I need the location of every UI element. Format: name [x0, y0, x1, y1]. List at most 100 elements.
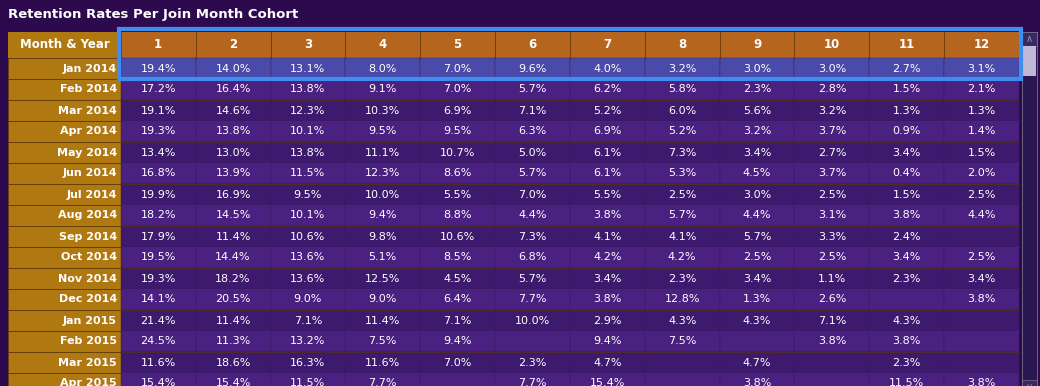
Bar	[420, 289, 495, 310]
Bar	[345, 289, 420, 310]
Text: 3.0%: 3.0%	[743, 190, 771, 200]
Bar	[196, 268, 270, 289]
Text: 4: 4	[379, 39, 387, 51]
Bar	[570, 289, 645, 310]
Text: ∨: ∨	[1025, 382, 1033, 386]
Bar	[570, 373, 645, 386]
Text: 4.0%: 4.0%	[593, 64, 622, 73]
Text: 10.0%: 10.0%	[365, 190, 400, 200]
Text: 14.1%: 14.1%	[140, 295, 176, 305]
Text: 7.5%: 7.5%	[368, 337, 397, 347]
Bar	[270, 205, 345, 226]
Text: 12.3%: 12.3%	[290, 105, 326, 115]
Text: 3.8%: 3.8%	[892, 210, 920, 220]
Text: 17.9%: 17.9%	[140, 232, 176, 242]
Text: 9.1%: 9.1%	[368, 85, 397, 95]
Text: 2.0%: 2.0%	[967, 169, 995, 178]
Text: 1.3%: 1.3%	[743, 295, 771, 305]
Text: 3.4%: 3.4%	[892, 252, 920, 262]
Text: 3.7%: 3.7%	[817, 169, 847, 178]
Text: 9.4%: 9.4%	[443, 337, 472, 347]
Text: Retention Rates Per Join Month Cohort: Retention Rates Per Join Month Cohort	[8, 8, 298, 21]
Text: 11: 11	[899, 39, 915, 51]
Text: 0.4%: 0.4%	[892, 169, 920, 178]
Bar	[720, 184, 795, 205]
Bar	[420, 205, 495, 226]
Text: 4.2%: 4.2%	[593, 252, 622, 262]
Text: 1.4%: 1.4%	[967, 127, 995, 137]
Bar	[795, 100, 869, 121]
Bar	[869, 121, 944, 142]
Bar	[420, 184, 495, 205]
Text: Month & Year: Month & Year	[20, 39, 109, 51]
Bar	[121, 352, 196, 373]
Bar	[8, 352, 121, 373]
Text: 2.4%: 2.4%	[892, 232, 921, 242]
Text: 4.4%: 4.4%	[518, 210, 547, 220]
Bar	[420, 100, 495, 121]
Bar	[270, 79, 345, 100]
Bar	[869, 79, 944, 100]
Bar	[720, 352, 795, 373]
Text: 9.0%: 9.0%	[293, 295, 322, 305]
Text: 6.2%: 6.2%	[593, 85, 622, 95]
Bar	[8, 226, 121, 247]
Text: 5.7%: 5.7%	[668, 210, 697, 220]
Bar	[944, 121, 1019, 142]
Bar	[121, 163, 196, 184]
Text: 11.1%: 11.1%	[365, 147, 400, 157]
Bar	[121, 289, 196, 310]
Text: 5.7%: 5.7%	[518, 274, 547, 283]
Bar	[121, 184, 196, 205]
Bar	[645, 32, 720, 58]
Text: 7.1%: 7.1%	[817, 315, 847, 325]
Text: 12: 12	[973, 39, 990, 51]
Bar	[345, 205, 420, 226]
Text: 3.8%: 3.8%	[967, 379, 995, 386]
Text: 3.7%: 3.7%	[817, 127, 847, 137]
Text: 2.5%: 2.5%	[817, 252, 847, 262]
Text: 4.7%: 4.7%	[593, 357, 622, 367]
Text: 7.0%: 7.0%	[443, 357, 472, 367]
Bar	[345, 352, 420, 373]
Bar	[645, 79, 720, 100]
Text: 9.0%: 9.0%	[368, 295, 397, 305]
Text: 9.6%: 9.6%	[518, 64, 547, 73]
Bar	[495, 79, 570, 100]
Text: 16.8%: 16.8%	[140, 169, 176, 178]
Bar	[944, 247, 1019, 268]
Text: 11.3%: 11.3%	[215, 337, 251, 347]
Text: 6.4%: 6.4%	[443, 295, 472, 305]
Bar	[270, 100, 345, 121]
Text: 3.1%: 3.1%	[817, 210, 846, 220]
Bar	[720, 79, 795, 100]
Text: 3.2%: 3.2%	[817, 105, 847, 115]
Bar	[196, 352, 270, 373]
Bar	[495, 142, 570, 163]
Bar	[944, 373, 1019, 386]
Bar	[420, 247, 495, 268]
Text: 7.1%: 7.1%	[293, 315, 322, 325]
Text: 4.3%: 4.3%	[668, 315, 697, 325]
Text: 19.5%: 19.5%	[140, 252, 176, 262]
Text: 5.8%: 5.8%	[668, 85, 697, 95]
Bar	[196, 100, 270, 121]
Text: Apr 2014: Apr 2014	[60, 127, 116, 137]
Bar	[8, 163, 121, 184]
Text: 10.6%: 10.6%	[290, 232, 326, 242]
Text: 6: 6	[528, 39, 537, 51]
Bar	[345, 32, 420, 58]
Bar	[8, 142, 121, 163]
Text: Jan 2015: Jan 2015	[62, 315, 116, 325]
Bar	[196, 163, 270, 184]
Text: Dec 2014: Dec 2014	[58, 295, 116, 305]
Bar	[944, 32, 1019, 58]
Bar	[944, 310, 1019, 331]
Text: 18.6%: 18.6%	[215, 357, 251, 367]
Bar	[570, 310, 645, 331]
Bar	[869, 331, 944, 352]
Text: 3.0%: 3.0%	[817, 64, 846, 73]
Bar	[1022, 380, 1037, 386]
Text: 16.4%: 16.4%	[215, 85, 251, 95]
Bar	[8, 100, 121, 121]
